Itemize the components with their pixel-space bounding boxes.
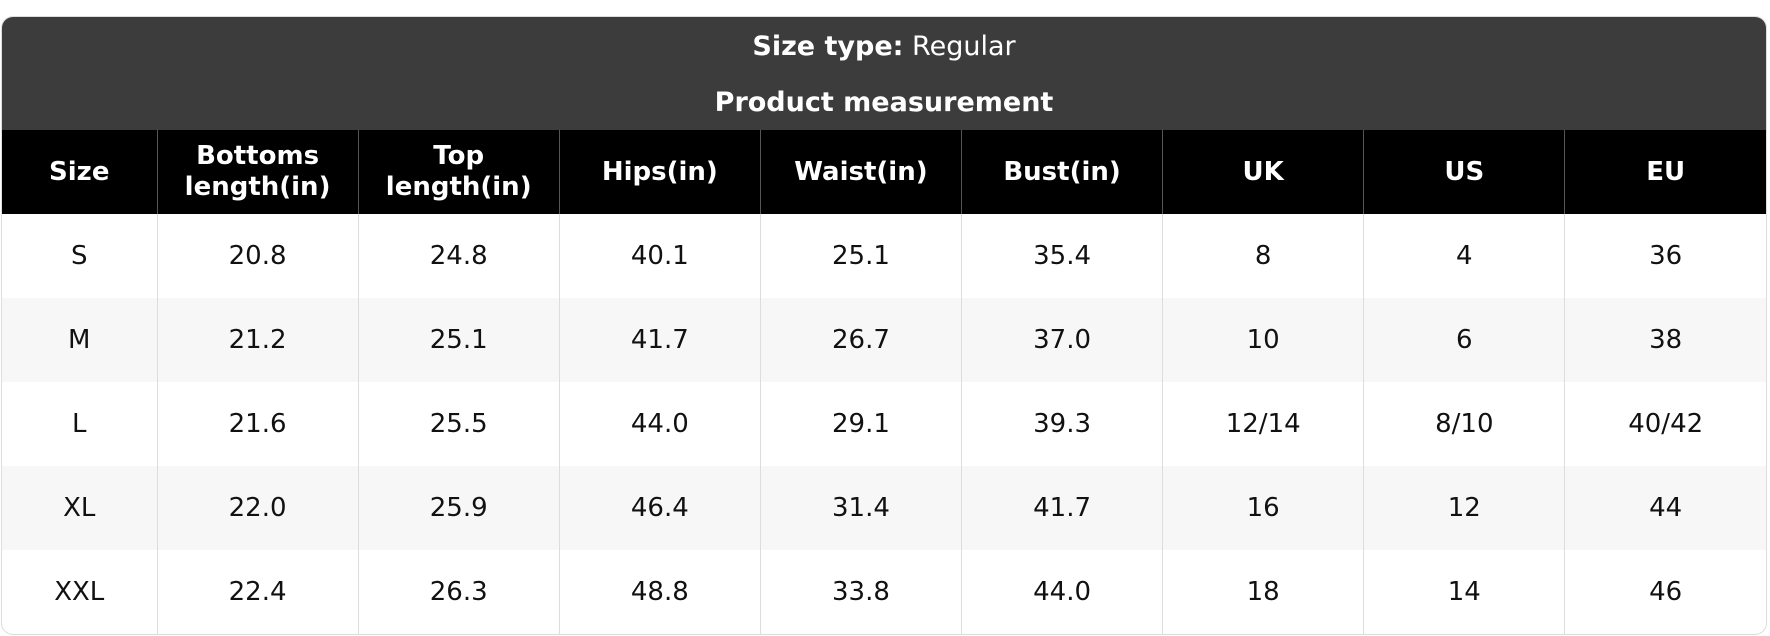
table-cell: 21.2 — [156, 298, 359, 382]
table-cell: 33.8 — [759, 550, 962, 634]
table-cell: 37.0 — [960, 298, 1163, 382]
table-cell: 25.5 — [357, 382, 560, 466]
table-row: S 20.8 24.8 40.1 25.1 35.4 8 4 36 — [2, 214, 1766, 298]
table-cell: 6 — [1363, 298, 1565, 382]
table-row: L 21.6 25.5 44.0 29.1 39.3 12/14 8/10 40/42 — [2, 382, 1766, 466]
table-cell: 25.9 — [357, 466, 560, 550]
size-type-value: Regular — [912, 31, 1016, 62]
table-row: M 21.2 25.1 41.7 26.7 37.0 10 6 38 — [2, 298, 1766, 382]
table-cell: 26.7 — [759, 298, 962, 382]
table-cell: 29.1 — [759, 382, 962, 466]
table-cell: 8 — [1162, 214, 1364, 298]
table-cell: 38 — [1564, 298, 1766, 382]
table-cell: 8/10 — [1363, 382, 1565, 466]
column-header: Bottoms length(in) — [156, 130, 359, 214]
size-type-label: Size type: — [752, 31, 904, 62]
table-cell: 21.6 — [156, 382, 359, 466]
column-header: Bust(in) — [960, 130, 1163, 214]
table-body: S 20.8 24.8 40.1 25.1 35.4 8 4 36 M 21.2 25.1 41.7 26… — [2, 214, 1766, 634]
table-cell: 10 — [1162, 298, 1364, 382]
column-header: Waist(in) — [759, 130, 962, 214]
table-cell: 22.0 — [156, 466, 359, 550]
table-cell: 14 — [1363, 550, 1565, 634]
table-cell: 36 — [1564, 214, 1766, 298]
table-cell: 44 — [1564, 466, 1766, 550]
table-cell: 46 — [1564, 550, 1766, 634]
table-cell: 12 — [1363, 466, 1565, 550]
table-cell: 25.1 — [357, 298, 560, 382]
column-header: EU — [1564, 130, 1766, 214]
table-cell: 39.3 — [960, 382, 1163, 466]
table-cell: 12/14 — [1162, 382, 1364, 466]
table-cell: XXL — [54, 577, 105, 607]
table-cell: 26.3 — [357, 550, 560, 634]
column-header: Size — [2, 130, 157, 214]
table-cell: 20.8 — [156, 214, 359, 298]
column-header: UK — [1162, 130, 1364, 214]
table-cell: 35.4 — [960, 214, 1163, 298]
subtitle: Product measurement — [714, 87, 1054, 118]
table-cell: 25.1 — [759, 214, 962, 298]
size-type: Size type: Regular — [2, 27, 1766, 67]
table-cell: 24.8 — [357, 214, 560, 298]
table-cell: 44.0 — [558, 382, 761, 466]
table-cell: 41.7 — [960, 466, 1163, 550]
table-cell: 22.4 — [156, 550, 359, 634]
table-cell: 18 — [1162, 550, 1364, 634]
column-header: Hips(in) — [558, 130, 761, 214]
size-chart: Size type: Regular Product measurement S… — [1, 16, 1767, 635]
table-cell: M — [2, 298, 157, 382]
table-cell: 31.4 — [759, 466, 962, 550]
table-cell: 4 — [1363, 214, 1565, 298]
table-cell: 41.7 — [558, 298, 761, 382]
table-row: XXL 22.4 26.3 48.8 33.8 44.0 18 14 46 — [2, 550, 1766, 634]
column-header: US — [1363, 130, 1565, 214]
table-cell: L — [72, 409, 87, 439]
table-cell: 40.1 — [558, 214, 761, 298]
table-cell: 46.4 — [558, 466, 761, 550]
table-cell: S — [70, 241, 88, 271]
table-cell: 44.0 — [960, 550, 1163, 634]
table-cell: 16 — [1162, 466, 1364, 550]
column-header: Top length(in) — [357, 130, 560, 214]
table-cell: 48.8 — [558, 550, 761, 634]
header: Size type: Regular Product measurement — [2, 17, 1766, 130]
table-row: XL 22.0 25.9 46.4 31.4 41.7 16 12 44 — [2, 466, 1766, 550]
table-cell: 40/42 — [1564, 382, 1766, 466]
size-table: Size Bottoms length(in) Top length(in) Hips… — [2, 130, 1766, 634]
table-cell: XL — [2, 466, 157, 550]
header-row: Size Bottoms length(in) Top length(in) Hips… — [2, 130, 1766, 214]
